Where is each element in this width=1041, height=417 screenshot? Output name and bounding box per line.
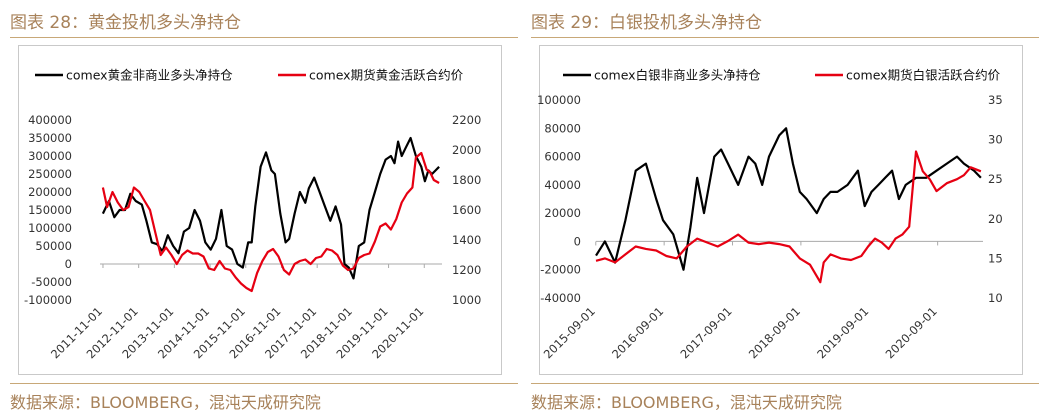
chart-frame: [18, 45, 502, 375]
y-right-tick-label: 1000: [452, 293, 481, 307]
y-right-tick-label: 1800: [452, 173, 481, 187]
legend-label-2: comex期货白银活跃合约价: [846, 68, 1001, 83]
source-divider: [531, 383, 1039, 384]
x-tick-label: 2016-09-01: [609, 304, 666, 361]
series-line-2: [595, 150, 982, 284]
y-left-tick-label: 40000: [544, 178, 581, 192]
y-right-tick-label: 2200: [452, 113, 481, 127]
chart-svg-silver: 100000 80000 60000 40000 20000 0 -20000 -40000 3…: [537, 68, 1003, 362]
chart-panel-silver: 图表 29：白银投机多头净持仓 100000 80000 60000 40000 200…: [521, 0, 1041, 417]
chart-svg-gold: 400000 350000 300000 250000 200000 150000 1000…: [24, 68, 481, 362]
chart-panel-gold: 图表 28：黄金投机多头净持仓 400000 350000 300000 250000…: [0, 0, 520, 417]
y-left-tick-label: 150000: [28, 203, 72, 217]
y-right-tick-label: 15: [988, 251, 1003, 265]
x-tick-label: 2017-09-01: [677, 304, 734, 361]
y-left-tick-label: 200000: [28, 185, 72, 199]
x-tick-label: 2015-09-01: [541, 304, 598, 361]
x-tick-label: 2018-09-01: [746, 304, 803, 361]
x-tick-label: 2020-09-01: [883, 304, 940, 361]
chart-frame: [539, 45, 1023, 375]
x-tick-label: 2019-09-01: [814, 304, 871, 361]
y-right-tick-label: 35: [988, 93, 1003, 107]
y-left-tick-label: -40000: [540, 291, 581, 305]
y-left-tick-label: 300000: [28, 149, 72, 163]
y-right-tick-label: 1200: [452, 263, 481, 277]
y-left-tick-label: 0: [574, 234, 581, 248]
y-left-tick-label: 60000: [544, 150, 581, 164]
legend-label-2: comex期货黄金活跃合约价: [309, 68, 464, 83]
y-right-tick-label: 2000: [452, 143, 481, 157]
y-left-tick-label: -50000: [31, 275, 72, 289]
y-right-tick-label: 10: [988, 291, 1003, 305]
legend-label-1: comex黄金非商业多头净持仓: [66, 68, 233, 83]
y-left-tick-label: 350000: [28, 131, 72, 145]
source-note: 数据来源：BLOOMBERG，混沌天成研究院: [10, 393, 321, 412]
y-right-tick-label: 1600: [452, 203, 481, 217]
y-right-tick-label: 30: [988, 133, 1003, 147]
y-right-tick-label: 1400: [452, 233, 481, 247]
y-left-tick-label: 50000: [35, 239, 72, 253]
y-left-tick-label: 400000: [28, 113, 72, 127]
y-left-tick-label: 100000: [28, 221, 72, 235]
y-left-tick-label: -100000: [24, 293, 72, 307]
y-left-tick-label: 0: [65, 257, 72, 271]
y-left-tick-label: 100000: [537, 93, 581, 107]
y-left-tick-label: 250000: [28, 167, 72, 181]
y-right-tick-label: 25: [988, 172, 1003, 186]
y-left-tick-label: 20000: [544, 206, 581, 220]
source-divider: [10, 383, 518, 384]
series-line-1: [101, 136, 440, 280]
source-note: 数据来源：BLOOMBERG，混沌天成研究院: [531, 393, 842, 412]
series-line-1: [595, 127, 982, 271]
chart-title: 图表 29：白银投机多头净持仓: [531, 13, 763, 33]
y-left-tick-label: 80000: [544, 121, 581, 135]
series-line-2: [101, 151, 440, 293]
title-divider: [531, 37, 1039, 38]
y-left-tick-label: -20000: [540, 263, 581, 277]
chart-title: 图表 28：黄金投机多头净持仓: [10, 13, 242, 33]
title-divider: [10, 37, 518, 38]
y-right-tick-label: 20: [988, 212, 1003, 226]
legend-label-1: comex白银非商业多头净持仓: [594, 68, 761, 83]
